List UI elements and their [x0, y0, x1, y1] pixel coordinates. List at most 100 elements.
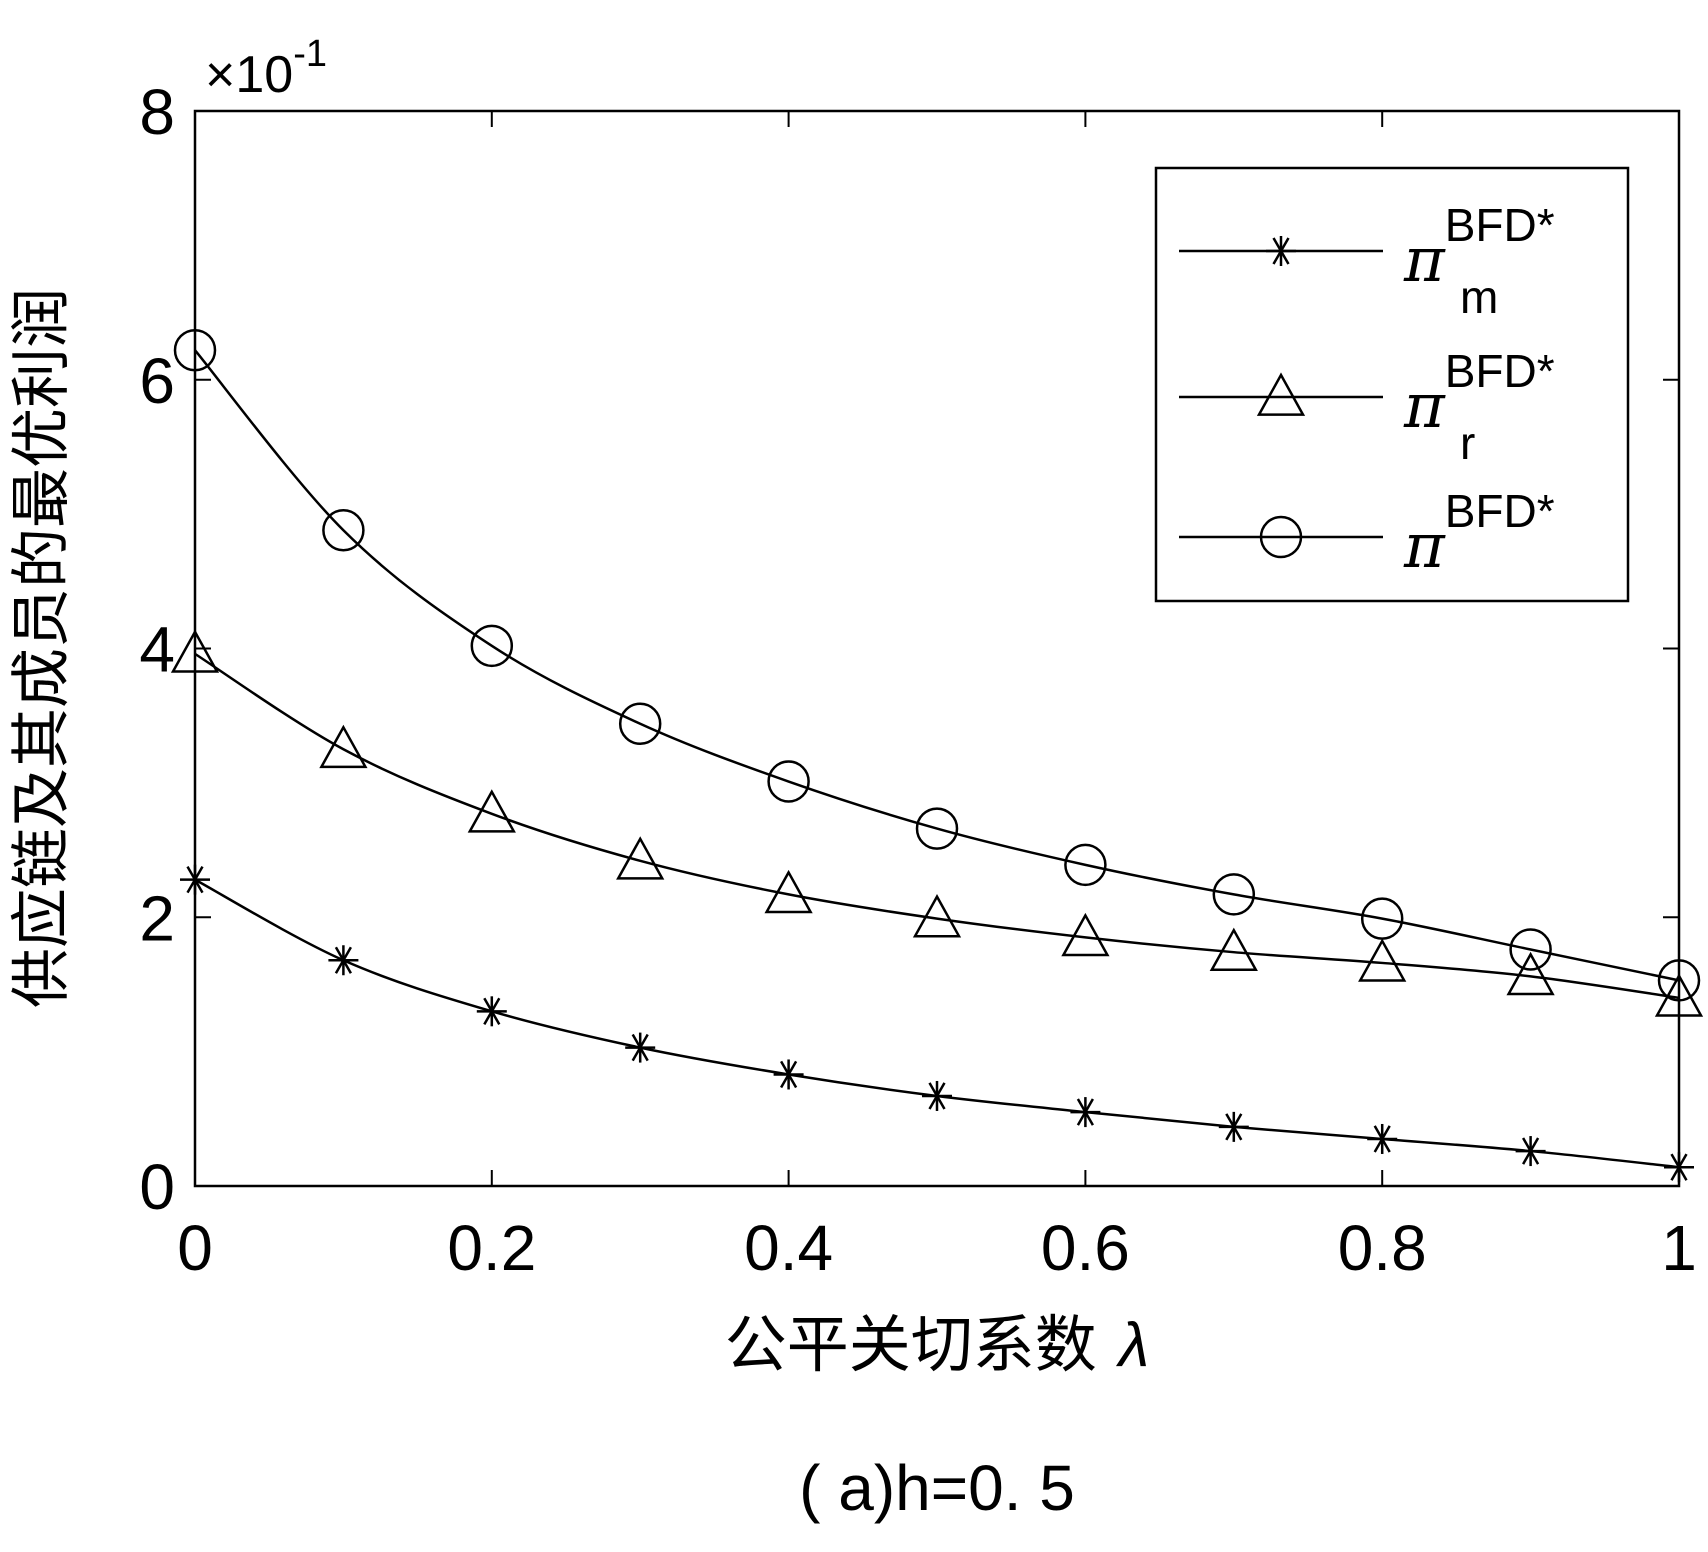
x-tick-label: 0.8 [1338, 1212, 1427, 1284]
triangle-marker-shape [1358, 938, 1407, 982]
circle-marker-shape [322, 509, 365, 552]
triangle-marker-shape [616, 836, 665, 880]
data-point-circle [618, 702, 662, 745]
circle-marker-shape [173, 328, 217, 372]
y-multiplier: ×10-1 [205, 33, 327, 104]
y-tick-labels: 0 2 4 6 8 [139, 76, 175, 1223]
data-point-star [1218, 1111, 1249, 1142]
circle-marker-shape [1509, 928, 1552, 971]
data-point-circle [767, 760, 810, 803]
legend-label-base: π [1403, 509, 1446, 582]
series-line-circle [194, 349, 1680, 982]
legend-entry-star: πBFD*m [1179, 199, 1555, 323]
y-tick-label: 2 [139, 882, 175, 954]
circle-marker-shape [1064, 843, 1107, 887]
x-tick-label: 0 [177, 1212, 213, 1284]
data-point-circle [1360, 897, 1404, 940]
circle-marker-shape [767, 760, 810, 803]
legend-label: πBFD* [1403, 485, 1555, 582]
legend-marker-star [1266, 236, 1296, 266]
data-point-circle [1657, 959, 1701, 1002]
triangle-marker-shape [319, 724, 368, 769]
x-tick-label: 0.2 [447, 1212, 536, 1284]
triangle-marker-shape [1256, 372, 1306, 416]
y-axis-label: 供应链及其成员的最优利润 [7, 288, 77, 1008]
data-point-star [625, 1032, 656, 1063]
triangle-marker-shape [912, 894, 962, 938]
circle-marker-shape [618, 702, 662, 745]
data-point-circle [322, 509, 365, 552]
data-point-triangle [1209, 927, 1258, 972]
circle-marker-shape [1657, 959, 1701, 1002]
triangle-marker-shape [764, 869, 813, 914]
data-point-star [180, 864, 210, 895]
x-axis-symbol: λ [1116, 1311, 1150, 1380]
triangle-marker-shape [1209, 927, 1258, 972]
data-point-circle [1509, 928, 1552, 971]
y-multiplier-base: ×10 [205, 46, 293, 104]
series-line-triangle [194, 652, 1680, 1000]
circle-marker-shape [1360, 897, 1404, 940]
legend-marker-triangle [1256, 372, 1306, 416]
x-tick-label: 1 [1661, 1212, 1697, 1284]
legend-label: πBFD* [1403, 345, 1555, 442]
data-point-star [1070, 1097, 1101, 1128]
series-markers [170, 328, 1704, 1183]
data-point-star [328, 945, 359, 976]
circle-marker-shape [470, 624, 514, 668]
x-axis-label-text: 公平关切系数 [725, 1308, 1097, 1381]
legend-label-sup: BFD* [1445, 485, 1555, 537]
legend-entry-triangle: πBFD*r [1179, 345, 1555, 469]
x-tick-labels: 0 0.2 0.4 0.6 0.8 1 [177, 1212, 1697, 1284]
data-point-star [1664, 1152, 1694, 1183]
legend-marker-circle [1259, 515, 1303, 559]
circle-marker-shape [1212, 873, 1256, 916]
x-axis-label: 公平关切系数 λ [725, 1308, 1150, 1381]
data-point-triangle [912, 894, 962, 938]
legend-entry-circle: πBFD* [1179, 485, 1555, 582]
data-point-star [1515, 1136, 1546, 1167]
data-point-circle [915, 807, 959, 850]
data-point-triangle [467, 789, 516, 833]
data-point-triangle [1061, 912, 1110, 957]
data-point-triangle [319, 724, 368, 769]
legend-label: πBFD* [1403, 199, 1555, 296]
data-point-triangle [1506, 951, 1555, 996]
y-multiplier-exp: -1 [293, 33, 327, 75]
data-point-triangle [170, 629, 220, 673]
circle-marker-shape [915, 807, 959, 850]
legend-label-sub: m [1460, 271, 1498, 323]
y-tick-label: 0 [139, 1151, 175, 1223]
y-tick-label: 4 [139, 614, 175, 686]
y-tick-label: 6 [139, 345, 175, 417]
triangle-marker-shape [1506, 951, 1555, 996]
series-line-star [194, 878, 1680, 1169]
y-tick-label: 8 [139, 76, 175, 148]
data-point-circle [1212, 873, 1256, 916]
legend-label-base: π [1403, 369, 1446, 442]
data-point-star [773, 1059, 804, 1090]
legend-label-sub: r [1460, 417, 1475, 469]
legend-label-sup: BFD* [1445, 199, 1555, 251]
x-tick-label: 0.4 [744, 1212, 833, 1284]
data-point-star [922, 1080, 952, 1111]
data-point-star [476, 996, 507, 1027]
data-point-triangle [616, 836, 665, 880]
triangle-marker-shape [170, 629, 220, 673]
legend-box [1154, 166, 1630, 603]
data-point-triangle [1358, 938, 1407, 982]
triangle-marker-shape [1061, 912, 1110, 957]
figure-caption: ( a)h=0. 5 [799, 1452, 1075, 1524]
data-point-star [1367, 1123, 1398, 1154]
data-point-triangle [764, 869, 813, 914]
data-point-circle [470, 624, 514, 668]
circle-marker-shape [1259, 515, 1303, 559]
legend-label-sup: BFD* [1445, 345, 1555, 397]
triangle-marker-shape [467, 789, 516, 833]
data-point-circle [173, 328, 217, 372]
x-tick-label: 0.6 [1041, 1212, 1130, 1284]
data-point-circle [1064, 843, 1107, 887]
legend-label-base: π [1403, 223, 1446, 296]
